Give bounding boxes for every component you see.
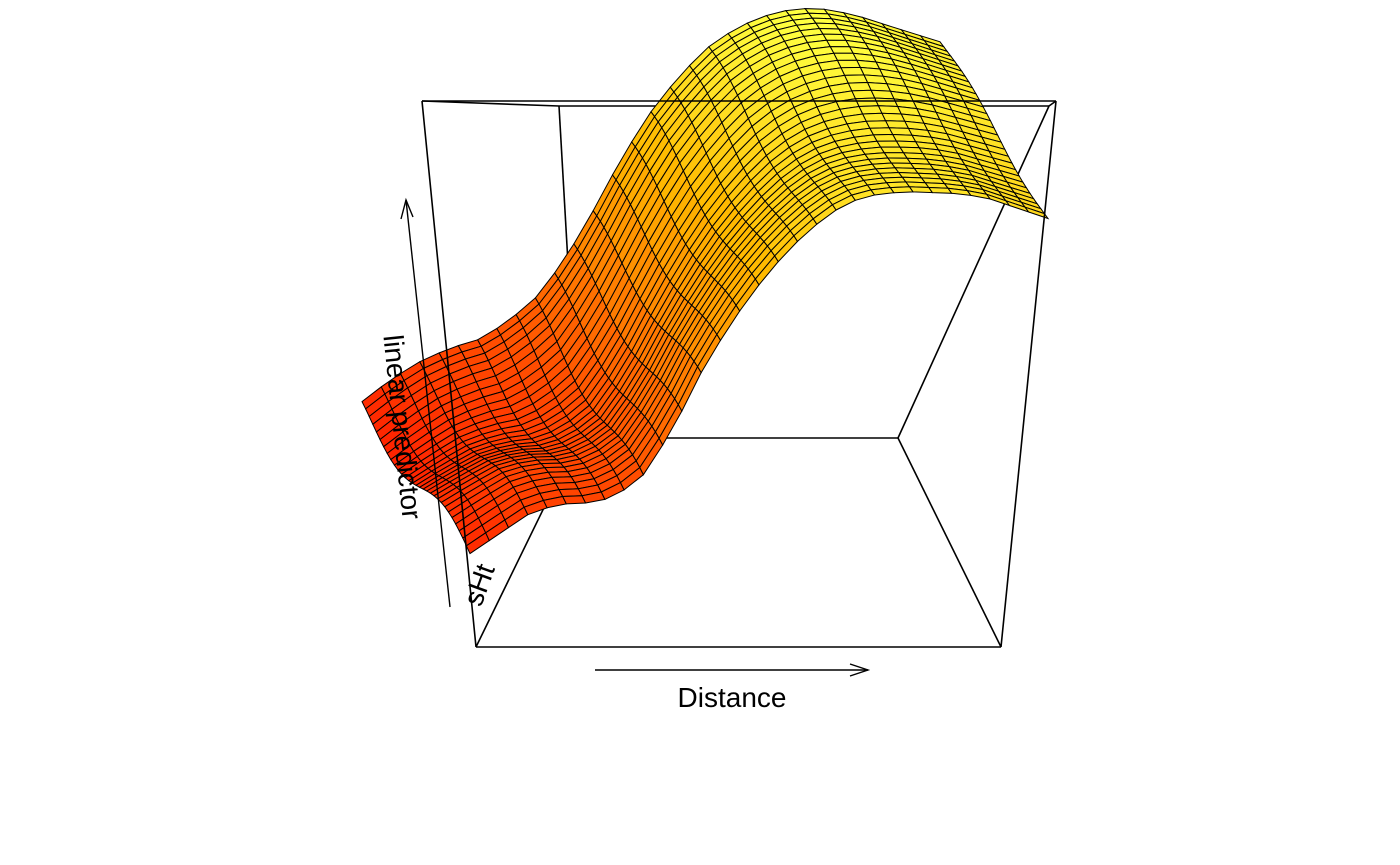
box-front-left-edge <box>421 100 477 648</box>
box-back-right-edge <box>897 105 1050 439</box>
box-top-left-edge <box>421 100 560 107</box>
x-axis-label: Distance <box>678 682 787 713</box>
box-front-right-edge <box>1000 100 1057 648</box>
box-front <box>421 100 1057 648</box>
surface-mesh <box>361 8 1050 555</box>
y-axis-arrow <box>400 197 451 608</box>
x-axis-arrow <box>595 663 871 677</box>
box-top-right-edge <box>1048 100 1057 107</box>
depth-axis-label: sHt <box>457 560 501 610</box>
box-floor-right-edge <box>897 437 1002 648</box>
